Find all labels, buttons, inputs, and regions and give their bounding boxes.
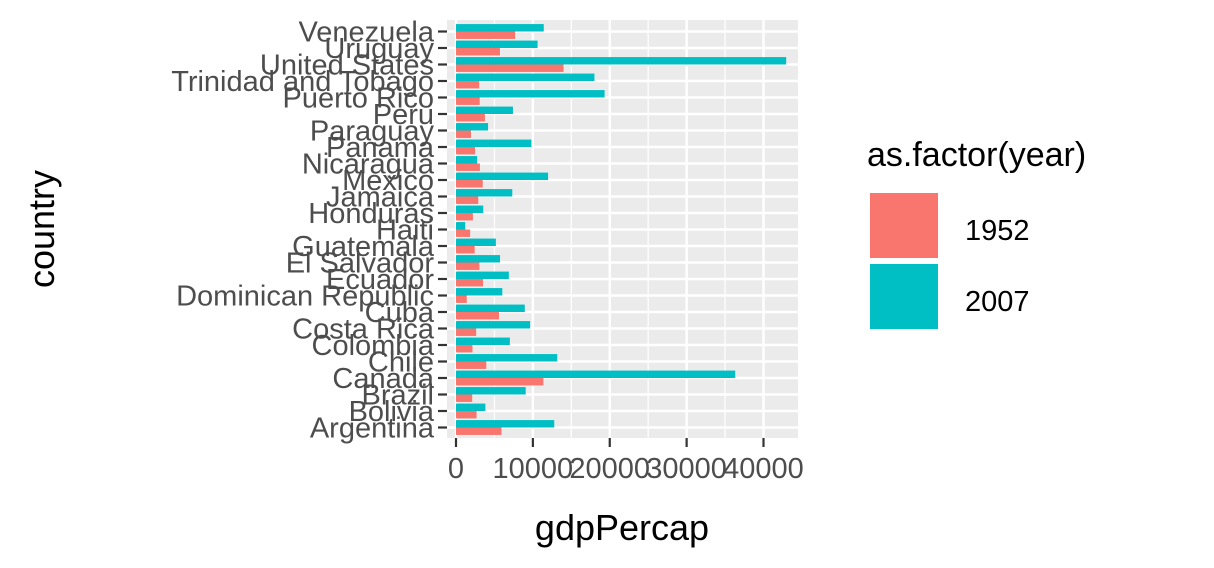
bar-el-salvador-1952: [456, 262, 480, 270]
y-tick-label-ecuador: Ecuador: [326, 264, 434, 296]
bar-venezuela-2007: [456, 24, 544, 32]
bar-haiti-1952: [456, 229, 471, 237]
bar-puerto-rico-2007: [456, 90, 605, 98]
y-tick-label-costa-rica: Costa Rica: [292, 314, 435, 346]
y-tick-label-peru: Peru: [373, 99, 434, 131]
bar-trinidad-and-tobago-2007: [456, 73, 595, 81]
bar-chile-1952: [456, 361, 487, 369]
bar-nicaragua-1952: [456, 163, 480, 171]
bar-colombia-2007: [456, 337, 510, 345]
legend-key-2007: [870, 264, 938, 329]
bar-dominican-republic-2007: [456, 288, 503, 296]
bar-argentina-1952: [456, 427, 502, 435]
bar-mexico-1952: [456, 180, 483, 188]
x-axis-title: gdpPercap: [535, 507, 709, 548]
y-tick-label-haiti: Haiti: [376, 215, 434, 247]
legend-key-1952: [870, 193, 938, 258]
y-tick-label-dominican-republic: Dominican Republic: [176, 281, 434, 313]
x-tick-label-20000: 20000: [569, 453, 650, 485]
bar-ecuador-2007: [456, 271, 509, 279]
bar-ecuador-1952: [456, 279, 484, 287]
bar-nicaragua-2007: [456, 156, 478, 164]
bar-guatemala-2007: [456, 238, 496, 246]
bar-panama-1952: [456, 147, 476, 155]
bar-cuba-2007: [456, 304, 525, 312]
y-tick-label-brazil: Brazil: [361, 380, 434, 412]
y-tick-label-argentina: Argentina: [310, 413, 435, 445]
bar-costa-rica-1952: [456, 328, 477, 336]
bar-el-salvador-2007: [456, 255, 501, 263]
bar-haiti-2007: [456, 222, 466, 230]
y-tick-label-canada: Canada: [332, 363, 434, 395]
bar-cuba-1952: [456, 312, 499, 320]
y-tick-label-panama: Panama: [326, 132, 435, 164]
bar-united-states-1952: [456, 64, 564, 72]
bar-mexico-2007: [456, 172, 549, 180]
y-tick-label-uruguay: Uruguay: [324, 33, 434, 65]
bar-venezuela-1952: [456, 31, 516, 39]
bar-brazil-1952: [456, 394, 473, 402]
bar-trinidad-and-tobago-1952: [456, 81, 480, 89]
bar-argentina-2007: [456, 420, 555, 428]
bar-jamaica-1952: [456, 196, 479, 204]
y-tick-label-nicaragua: Nicaragua: [302, 149, 435, 181]
y-tick-label-chile: Chile: [368, 347, 434, 379]
bar-paraguay-2007: [456, 123, 489, 131]
bar-panama-2007: [456, 139, 532, 147]
y-axis: ArgentinaBoliviaBrazilCanadaChileColombi…: [171, 17, 447, 445]
bar-canada-2007: [456, 370, 736, 378]
legend-label-2007: 2007: [965, 286, 1030, 318]
y-tick-label-united-states: United States: [260, 50, 434, 82]
bar-honduras-1952: [456, 213, 473, 221]
x-tick-label-40000: 40000: [723, 453, 804, 485]
bar-dominican-republic-1952: [456, 295, 467, 303]
bar-guatemala-1952: [456, 246, 475, 254]
y-tick-label-el-salvador: El Salvador: [286, 248, 435, 280]
y-tick-label-venezuela: Venezuela: [299, 17, 435, 49]
bar-bolivia-2007: [456, 403, 486, 411]
x-tick-label-30000: 30000: [646, 453, 727, 485]
bar-jamaica-2007: [456, 189, 513, 197]
y-tick-label-jamaica: Jamaica: [326, 182, 435, 214]
bar-honduras-2007: [456, 205, 484, 213]
y-tick-label-cuba: Cuba: [365, 297, 435, 329]
x-tick-label-0: 0: [448, 453, 464, 485]
bar-peru-2007: [456, 106, 513, 114]
bar-bolivia-1952: [456, 411, 477, 419]
major-gridlines: [447, 20, 798, 438]
y-tick-label-colombia: Colombia: [312, 330, 435, 362]
legend-title: as.factor(year): [867, 136, 1086, 174]
bar-paraguay-1952: [456, 130, 472, 138]
y-axis-title: country: [21, 170, 62, 288]
legend: as.factor(year) 1952 2007: [867, 136, 1086, 329]
y-tick-label-trinidad-and-tobago: Trinidad and Tobago: [171, 66, 434, 98]
bar-uruguay-1952: [456, 48, 500, 56]
y-tick-label-honduras: Honduras: [308, 198, 434, 230]
bar-colombia-1952: [456, 345, 473, 353]
y-tick-label-paraguay: Paraguay: [310, 116, 435, 148]
legend-label-1952: 1952: [965, 215, 1030, 247]
y-tick-label-puerto-rico: Puerto Rico: [282, 83, 434, 115]
bar-canada-1952: [456, 378, 544, 386]
bar-united-states-2007: [456, 57, 787, 65]
bar-chile-2007: [456, 354, 558, 362]
y-tick-label-mexico: Mexico: [342, 165, 434, 197]
bars: [456, 24, 787, 435]
x-tick-label-10000: 10000: [493, 453, 574, 485]
y-tick-label-bolivia: Bolivia: [349, 396, 435, 428]
bar-peru-1952: [456, 114, 485, 122]
bar-costa-rica-2007: [456, 321, 531, 329]
bar-brazil-2007: [456, 387, 526, 395]
y-tick-label-guatemala: Guatemala: [292, 231, 435, 263]
bar-puerto-rico-1952: [456, 97, 480, 105]
bar-uruguay-2007: [456, 40, 538, 48]
